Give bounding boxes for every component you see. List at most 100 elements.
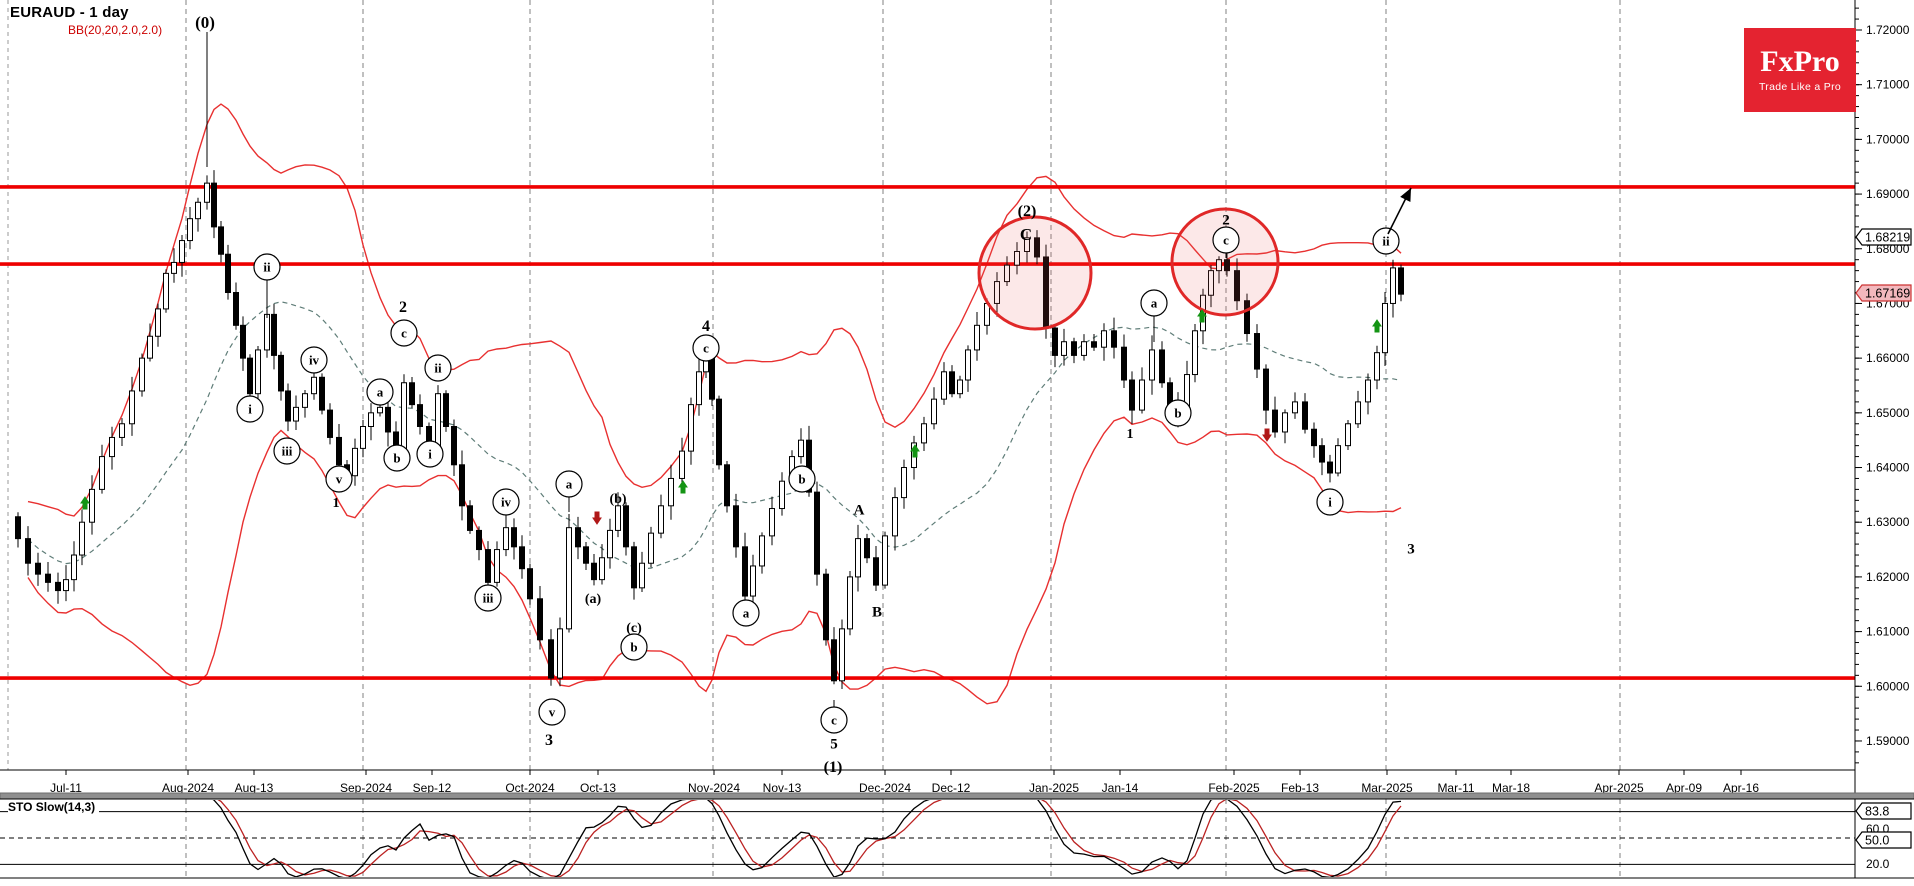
candle [957, 375, 963, 399]
candle [679, 437, 685, 485]
candle [302, 389, 308, 418]
candle [1208, 264, 1214, 308]
candle [911, 435, 917, 480]
wave-label-text: (2) [1018, 203, 1037, 220]
candle-body-up [759, 535, 765, 567]
candle-body-down [25, 538, 31, 564]
candle [798, 428, 804, 464]
candle-body-down [1052, 327, 1058, 356]
candle [1004, 256, 1010, 287]
candle [1244, 293, 1250, 342]
wave-label-circle [492, 488, 520, 516]
candle-body-down [385, 406, 391, 433]
candle [71, 541, 77, 592]
candle-body-down [591, 562, 597, 581]
candle [247, 354, 253, 402]
wave-label-circle [555, 470, 583, 498]
candle-body-down [1111, 330, 1117, 348]
candle [742, 532, 748, 608]
candle-body-up [1004, 264, 1010, 283]
candle-body-up [79, 521, 85, 556]
time-tick-label: Apr-2025 [1594, 781, 1644, 795]
wave-label-text: A [854, 502, 865, 518]
candle [873, 545, 879, 591]
candle [1327, 454, 1333, 483]
candle-body-down [733, 505, 739, 548]
candle-body-up [769, 508, 775, 537]
candle [1061, 328, 1067, 366]
time-tick-label: Dec-2024 [859, 781, 911, 795]
wave-label-text: i [248, 402, 252, 417]
candle-body-down [1234, 270, 1240, 302]
candle [15, 512, 21, 548]
candle-body-up [187, 218, 193, 242]
candle-body-down [336, 436, 342, 466]
wave-label-text: a [566, 477, 573, 492]
sto-value-callout-shape [1855, 831, 1912, 849]
candle-body-up [994, 281, 1000, 304]
wave-label-text: B [872, 604, 882, 620]
wave-label-plain: (2) [1018, 203, 1037, 220]
candle-body-down [511, 527, 517, 548]
candle-body-up [901, 467, 907, 499]
wave-label-plain: 4 [702, 318, 710, 335]
candle-body-up [179, 240, 185, 263]
candle-body-down [247, 357, 253, 395]
wave-label-circle [1212, 226, 1240, 254]
candle-body-up [171, 261, 177, 274]
wave-label-text: 1 [333, 496, 340, 511]
wave-label-circled: iii [273, 437, 301, 465]
wave-label-circle [273, 437, 301, 465]
candle-body-up [195, 201, 201, 220]
candle [1345, 419, 1351, 450]
candle-body-up [311, 376, 317, 395]
wave-label-circle [474, 584, 502, 612]
highlight-circle [977, 215, 1093, 331]
time-tick-label: Aug-2024 [162, 781, 214, 795]
candle [147, 323, 153, 362]
candle [591, 554, 597, 586]
candle [494, 541, 500, 587]
candle-body-up [1061, 341, 1067, 356]
wave-label-text: c [1223, 233, 1229, 248]
candle-body-up [147, 335, 153, 359]
time-tick-label: Nov-2024 [688, 781, 740, 795]
time-tick-label: Aug-13 [235, 781, 274, 795]
candle-body-up [839, 628, 845, 682]
wave-label-circled: a [366, 378, 394, 406]
wave-label-circle [820, 706, 848, 734]
fxpro-logo-name: FxPro [1760, 45, 1840, 78]
candle-body-down [1121, 346, 1127, 381]
wave-label-text: c [831, 713, 837, 728]
candle-body-up [921, 423, 927, 444]
wave-label-circle [300, 346, 328, 374]
candle-body-down [15, 516, 21, 540]
wave-label-circled: c [820, 700, 848, 734]
wave-label-circled: b [383, 444, 411, 472]
sto-value-callout: 83.8 [1855, 802, 1912, 820]
wave-label-circle [1140, 289, 1168, 317]
candle [724, 460, 730, 513]
candle-body-up [1345, 423, 1351, 447]
candle-body-down [949, 371, 955, 395]
candle [240, 316, 246, 371]
wave-label-text: a [377, 385, 384, 400]
wave-label-circle [383, 444, 411, 472]
candle [839, 619, 845, 689]
candle [607, 518, 613, 569]
price-line-callout: 1.68219 [1855, 228, 1912, 246]
wave-label-circled: a [1140, 289, 1168, 342]
candle-body-down [724, 464, 730, 507]
price-tick-label: 1.62000 [1866, 570, 1910, 584]
wave-label-plain: 5 [830, 736, 838, 752]
candle-body-down [319, 376, 325, 411]
candle-body-up [798, 439, 804, 458]
candle [631, 541, 637, 600]
candle-body-up [352, 447, 358, 477]
chart-header: EURAUD - 1 day BB(20,20,2.0,2.0) [10, 4, 162, 37]
candle-body-down [1071, 341, 1077, 356]
price-tick-label: 1.65000 [1866, 406, 1910, 420]
wave-label-text: ii [263, 260, 271, 275]
